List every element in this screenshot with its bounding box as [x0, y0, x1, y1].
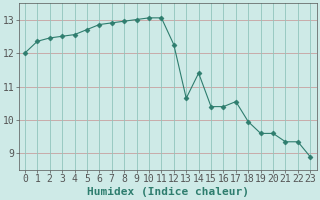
X-axis label: Humidex (Indice chaleur): Humidex (Indice chaleur)	[87, 187, 249, 197]
